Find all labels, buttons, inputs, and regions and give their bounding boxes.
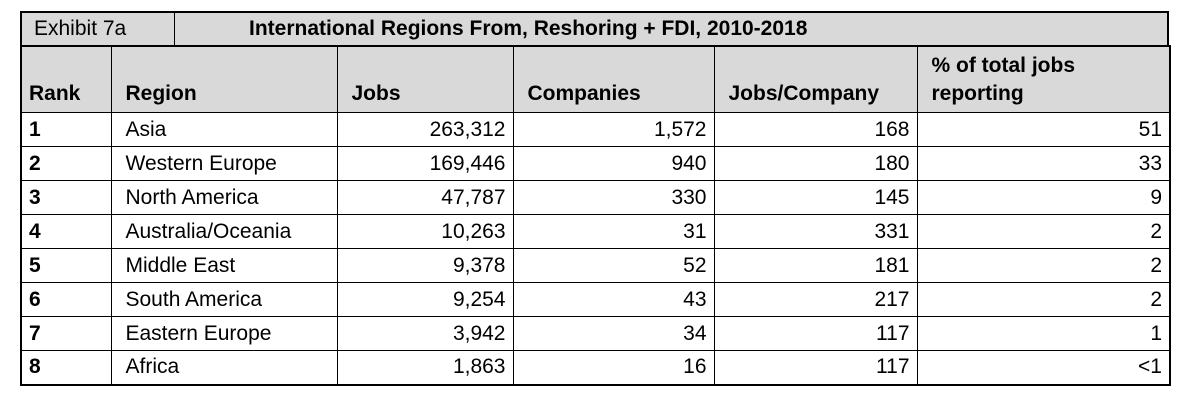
table-body: 1 Asia 263,312 1,572 168 51 2 Western Eu… bbox=[20, 112, 1171, 386]
cell-pct: 51 bbox=[916, 112, 1171, 147]
cell-rank: 6 bbox=[20, 282, 112, 317]
cell-jobs: 263,312 bbox=[336, 112, 514, 147]
header-jobs-per-company: Jobs/Company bbox=[713, 45, 918, 113]
exhibit-label: Exhibit 7a bbox=[22, 13, 175, 45]
header-region: Region bbox=[110, 45, 338, 113]
cell-companies: 34 bbox=[512, 316, 715, 351]
table-row: 2 Western Europe 169,446 940 180 33 bbox=[20, 146, 1171, 181]
table-row: 4 Australia/Oceania 10,263 31 331 2 bbox=[20, 214, 1171, 249]
cell-region: Eastern Europe bbox=[110, 316, 338, 351]
cell-pct: 2 bbox=[916, 214, 1171, 249]
cell-jobs-per-company: 331 bbox=[713, 214, 918, 249]
cell-jobs-per-company: 145 bbox=[713, 180, 918, 215]
cell-region: Africa bbox=[110, 350, 338, 386]
cell-jobs-per-company: 180 bbox=[713, 146, 918, 181]
cell-region: Australia/Oceania bbox=[110, 214, 338, 249]
cell-companies: 940 bbox=[512, 146, 715, 181]
cell-jobs-per-company: 217 bbox=[713, 282, 918, 317]
cell-jobs: 47,787 bbox=[336, 180, 514, 215]
header-row: Rank Region Jobs Companies Jobs/Company … bbox=[20, 45, 1171, 113]
table-row: 7 Eastern Europe 3,942 34 117 1 bbox=[20, 316, 1171, 351]
table-row: 6 South America 9,254 43 217 2 bbox=[20, 282, 1171, 317]
cell-jobs-per-company: 181 bbox=[713, 248, 918, 283]
cell-pct: 2 bbox=[916, 248, 1171, 283]
cell-companies: 1,572 bbox=[512, 112, 715, 147]
cell-jobs: 9,254 bbox=[336, 282, 514, 317]
cell-rank: 3 bbox=[20, 180, 112, 215]
cell-rank: 2 bbox=[20, 146, 112, 181]
cell-jobs: 3,942 bbox=[336, 316, 514, 351]
cell-companies: 330 bbox=[512, 180, 715, 215]
table-row: 5 Middle East 9,378 52 181 2 bbox=[20, 248, 1171, 283]
header-rank: Rank bbox=[20, 45, 112, 113]
cell-region: Asia bbox=[110, 112, 338, 147]
cell-region: Western Europe bbox=[110, 146, 338, 181]
header-jobs: Jobs bbox=[336, 45, 514, 113]
header-pct-total-jobs: % of total jobs reporting bbox=[916, 45, 1171, 113]
cell-rank: 1 bbox=[20, 112, 112, 147]
cell-companies: 52 bbox=[512, 248, 715, 283]
cell-region: South America bbox=[110, 282, 338, 317]
cell-companies: 31 bbox=[512, 214, 715, 249]
regions-table: Rank Region Jobs Companies Jobs/Company … bbox=[20, 45, 1171, 386]
cell-pct: 9 bbox=[916, 180, 1171, 215]
cell-rank: 5 bbox=[20, 248, 112, 283]
cell-jobs-per-company: 117 bbox=[713, 316, 918, 351]
cell-pct: 2 bbox=[916, 282, 1171, 317]
cell-jobs: 1,863 bbox=[336, 350, 514, 386]
cell-jobs-per-company: 117 bbox=[713, 350, 918, 386]
cell-pct: <1 bbox=[916, 350, 1171, 386]
cell-jobs: 9,378 bbox=[336, 248, 514, 283]
cell-pct: 1 bbox=[916, 316, 1171, 351]
exhibit-table: Exhibit 7a International Regions From, R… bbox=[20, 11, 1171, 386]
cell-jobs: 169,446 bbox=[336, 146, 514, 181]
cell-companies: 16 bbox=[512, 350, 715, 386]
cell-companies: 43 bbox=[512, 282, 715, 317]
table-header: Rank Region Jobs Companies Jobs/Company … bbox=[20, 45, 1171, 113]
cell-rank: 4 bbox=[20, 214, 112, 249]
cell-jobs-per-company: 168 bbox=[713, 112, 918, 147]
exhibit-title-bar: Exhibit 7a International Regions From, R… bbox=[20, 11, 1169, 47]
table-row: 8 Africa 1,863 16 117 <1 bbox=[20, 350, 1171, 386]
cell-region: North America bbox=[110, 180, 338, 215]
table-row: 1 Asia 263,312 1,572 168 51 bbox=[20, 112, 1171, 147]
cell-pct: 33 bbox=[916, 146, 1171, 181]
exhibit-title: International Regions From, Reshoring + … bbox=[249, 17, 808, 40]
cell-jobs: 10,263 bbox=[336, 214, 514, 249]
cell-rank: 8 bbox=[20, 350, 112, 386]
cell-region: Middle East bbox=[110, 248, 338, 283]
table-row: 3 North America 47,787 330 145 9 bbox=[20, 180, 1171, 215]
cell-rank: 7 bbox=[20, 316, 112, 351]
header-companies: Companies bbox=[512, 45, 715, 113]
